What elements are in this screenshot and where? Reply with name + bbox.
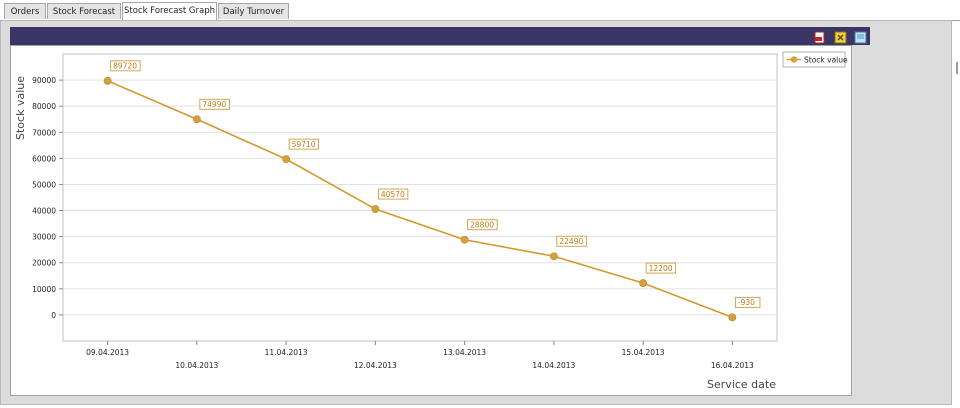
- x-tick-label: 09.04.2013: [86, 348, 129, 357]
- y-axis-ticks: 0 10000 20000 30000 40000 50000 60000 70000 8000…: [32, 76, 63, 320]
- data-point: [728, 313, 737, 322]
- data-label: 28800: [470, 220, 494, 229]
- data-label-box: [377, 188, 409, 200]
- legend-box: [782, 51, 846, 68]
- y-tick-label: 90000: [32, 76, 56, 85]
- tab-bar: Orders Stock Forecast Stock Forecast Gra…: [0, 0, 960, 21]
- y-tick-label: 40000: [32, 207, 56, 216]
- image-export-icon[interactable]: [854, 29, 867, 44]
- x-tick-label: 14.04.2013: [532, 361, 575, 370]
- data-point: [192, 115, 201, 124]
- data-point: [460, 235, 469, 244]
- legend-marker: [790, 56, 798, 63]
- tab-stock-forecast[interactable]: Stock Forecast: [47, 3, 121, 19]
- data-label: -930: [738, 298, 755, 307]
- y-tick-label: 30000: [32, 233, 56, 242]
- x-tick-label: 13.04.2013: [443, 348, 486, 357]
- data-label: 89720: [113, 62, 137, 71]
- x-tick-label: 10.04.2013: [175, 361, 218, 370]
- data-label: 12200: [649, 264, 673, 273]
- x-axis-ticks: 09.04.2013 10.04.2013 11.04.2013 12.04.2013…: [86, 341, 754, 370]
- data-label-box: [645, 262, 677, 274]
- pdf-export-icon[interactable]: [813, 29, 826, 44]
- data-label: 59710: [292, 140, 316, 149]
- data-label-box: [199, 98, 230, 110]
- chart-toolbar: [10, 27, 870, 45]
- data-label: 22490: [559, 237, 583, 246]
- chart-area: 0 10000 20000 30000 40000 50000 60000 70000 8000…: [10, 45, 852, 396]
- data-points: [103, 76, 737, 322]
- y-tick-label: 50000: [32, 180, 56, 189]
- tab-orders[interactable]: Orders: [4, 3, 46, 19]
- data-point: [103, 76, 112, 85]
- scroll-edge-mark: [956, 62, 958, 74]
- data-label-box: [110, 60, 141, 72]
- data-labels: 89720 74990 59710 40570 28800 22490 12200 -930: [110, 60, 761, 308]
- x-tick-label: 11.04.2013: [265, 348, 308, 357]
- y-tick-label: 60000: [32, 154, 56, 163]
- y-tick-label: 10000: [32, 285, 56, 294]
- legend: Stock value: [782, 51, 848, 68]
- y-tick-label: 20000: [32, 259, 56, 268]
- data-point: [549, 252, 558, 261]
- x-tick-label: 12.04.2013: [354, 361, 397, 370]
- data-point: [282, 155, 291, 164]
- data-label-box: [734, 296, 761, 308]
- x-tick-label: 15.04.2013: [622, 348, 665, 357]
- plot-area: [62, 53, 778, 342]
- y-tick-label: 70000: [32, 128, 56, 137]
- data-point: [371, 205, 380, 213]
- tab-stock-forecast-graph[interactable]: Stock Forecast Graph: [122, 2, 217, 20]
- y-tick-label: 80000: [32, 102, 56, 111]
- data-label-box: [467, 219, 498, 231]
- data-label-box: [288, 138, 320, 150]
- legend-entry-stock-value: Stock value: [804, 56, 848, 65]
- series-line-stock-value: [107, 80, 733, 319]
- x-axis-label: Service date: [707, 378, 776, 391]
- stock-forecast-chart: 0 10000 20000 30000 40000 50000 60000 70000 8000…: [14, 51, 848, 391]
- data-label: 74990: [202, 100, 226, 109]
- y-tick-label: 0: [51, 311, 56, 320]
- tab-daily-turnover[interactable]: Daily Turnover: [218, 3, 289, 19]
- x-tick-label: 16.04.2013: [711, 361, 754, 370]
- data-point: [639, 279, 648, 287]
- excel-export-icon[interactable]: [834, 29, 847, 44]
- y-axis-label: Stock value: [14, 76, 27, 140]
- data-label-box: [556, 235, 587, 247]
- data-label: 40570: [381, 190, 405, 199]
